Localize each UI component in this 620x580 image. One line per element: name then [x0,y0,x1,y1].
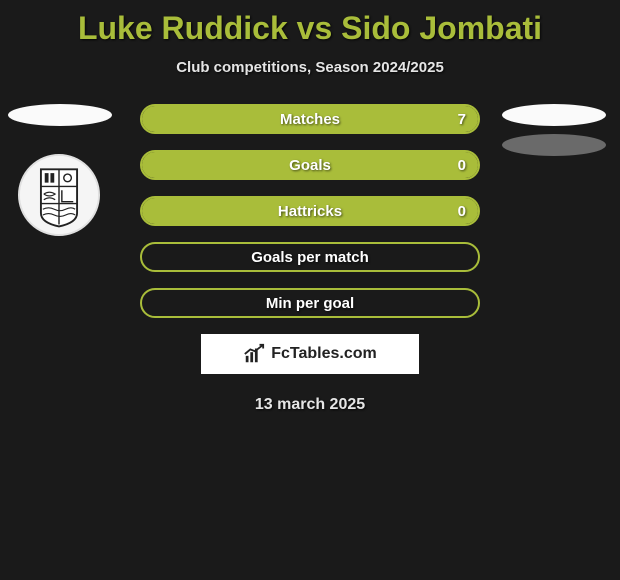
stat-value-right: 0 [458,198,466,224]
stat-value-right: 0 [458,152,466,178]
player-stat-oval [502,104,606,126]
club-badge [18,154,100,236]
stat-label: Min per goal [142,290,478,316]
player-stat-oval [8,104,112,126]
chart-icon [243,343,265,365]
comparison-content: Matches7Goals0Hattricks0Goals per matchM… [0,104,620,414]
stat-bar: Goals per match [140,242,480,272]
stat-value-right: 7 [458,106,466,132]
stat-bar: Min per goal [140,288,480,318]
subtitle: Club competitions, Season 2024/2025 [0,59,620,76]
stat-label: Hattricks [142,198,478,224]
left-player-column [8,104,118,236]
stat-label: Goals [142,152,478,178]
update-date: 13 march 2025 [0,396,620,414]
stat-label: Matches [142,106,478,132]
stat-bar: Matches7 [140,104,480,134]
stat-bars: Matches7Goals0Hattricks0Goals per matchM… [140,104,480,318]
fctables-logo: FcTables.com [201,334,419,374]
right-player-column [502,104,612,164]
stat-bar: Goals0 [140,150,480,180]
logo-text: FcTables.com [271,345,377,363]
stat-label: Goals per match [142,244,478,270]
shield-icon [20,156,98,234]
stat-bar: Hattricks0 [140,196,480,226]
page-title: Luke Ruddick vs Sido Jombati [0,0,620,47]
player-stat-oval [502,134,606,156]
